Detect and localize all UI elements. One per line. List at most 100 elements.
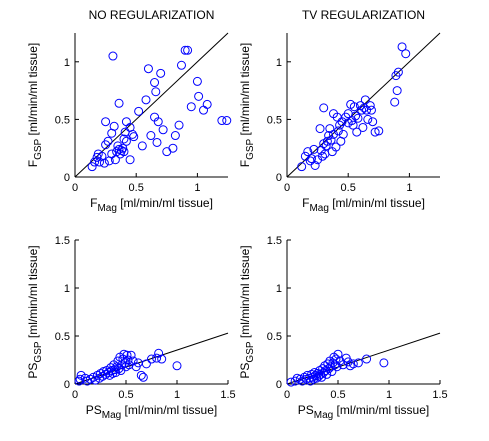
x-axis-label-sub: Mag: [102, 410, 121, 421]
data-point: [136, 370, 146, 380]
data-point: [310, 160, 320, 170]
y-axis-label-main: PS: [26, 363, 40, 379]
x-tick-label: 0.5: [341, 182, 356, 194]
x-tick-label: 1.5: [432, 389, 447, 401]
x-axis-label-sub: Mag: [97, 203, 116, 214]
data-point: [108, 51, 118, 61]
data-point: [363, 114, 373, 124]
x-axis-label-rest: [ml/min/ml tissue]: [121, 403, 217, 417]
data-point: [322, 136, 332, 146]
data-point: [103, 136, 113, 146]
data-point: [141, 95, 151, 105]
data-point: [151, 87, 161, 97]
y-tick-label: 1: [276, 283, 282, 295]
data-point: [349, 102, 359, 112]
data-point: [156, 68, 166, 78]
y-tick-label: 1.5: [267, 235, 282, 247]
y-axis-label-sub: GSP: [33, 138, 44, 159]
y-tick-label: 1: [276, 57, 282, 69]
data-point: [353, 358, 363, 368]
y-axis-label: PSGSP [ml/min/ml tissue]: [238, 245, 256, 378]
data-point: [348, 359, 358, 369]
data-point: [317, 151, 327, 161]
data-point: [90, 375, 100, 385]
y-axis-label-rest: [ml/min/ml tissue]: [26, 43, 40, 139]
data-point: [153, 117, 163, 127]
data-point: [101, 117, 111, 127]
x-tick-label: 1.5: [220, 389, 235, 401]
x-tick-label: 0.5: [129, 182, 144, 194]
data-point: [360, 95, 370, 105]
data-point: [319, 103, 329, 113]
x-tick-label: 1: [174, 389, 180, 401]
data-point: [147, 354, 156, 364]
x-tick-label: 0: [284, 389, 290, 401]
data-point: [305, 156, 315, 166]
data-point: [192, 76, 202, 86]
y-axis-label: FGSP [ml/min/ml tissue]: [26, 43, 44, 167]
data-point: [114, 98, 124, 108]
x-axis-label: FMag [ml/min/ml tissue]: [90, 196, 213, 214]
x-axis-label-sub: Mag: [314, 410, 333, 421]
data-point: [128, 129, 138, 139]
data-point: [123, 355, 133, 365]
data-point: [374, 126, 384, 136]
identity-line: [74, 32, 229, 178]
data-point: [143, 64, 153, 74]
data-point: [119, 147, 129, 157]
data-point: [333, 349, 343, 359]
y-tick-label: 0: [64, 379, 70, 391]
data-point: [309, 144, 319, 154]
data-point: [158, 125, 168, 135]
data-point: [129, 132, 139, 142]
data-point: [297, 162, 307, 172]
x-axis-label-rest: [ml/min/ml tissue]: [117, 196, 213, 210]
data-point: [368, 117, 378, 127]
y-tick-label: 0: [276, 379, 282, 391]
data-point: [157, 354, 167, 364]
data-point: [154, 348, 164, 358]
data-point: [338, 129, 348, 139]
x-axis-label: PSMag [ml/min/ml tissue]: [298, 403, 429, 421]
data-point: [295, 374, 305, 384]
x-tick-label: 1: [386, 389, 392, 401]
data-point: [137, 141, 147, 151]
data-point: [87, 162, 97, 172]
data-point: [121, 136, 131, 146]
y-tick-label: 1.5: [55, 235, 70, 247]
data-point: [150, 78, 160, 88]
data-point: [170, 131, 180, 141]
data-point: [401, 49, 411, 59]
y-tick-label: 0: [276, 172, 282, 184]
data-point: [326, 135, 336, 145]
x-tick-label: 1: [406, 182, 412, 194]
data-point: [300, 151, 310, 161]
x-axis-label-main: PS: [298, 403, 314, 417]
x-axis-label-main: F: [90, 196, 97, 210]
data-point: [393, 67, 403, 77]
y-tick-label: 0.5: [55, 331, 70, 343]
y-tick-label: 0.5: [267, 114, 282, 126]
data-point: [353, 113, 363, 123]
y-axis-label: FGSP [ml/min/ml tissue]: [238, 43, 256, 167]
x-tick-label: 0: [72, 182, 78, 194]
y-axis-label-sub: GSP: [245, 138, 256, 159]
data-point: [176, 60, 186, 70]
data-point: [109, 121, 119, 131]
x-axis-label-main: PS: [86, 403, 102, 417]
y-tick-label: 1: [64, 283, 70, 295]
data-point: [217, 116, 227, 126]
data-point: [125, 155, 135, 165]
data-point: [351, 111, 361, 121]
data-point: [306, 154, 316, 164]
data-point: [362, 354, 372, 364]
data-point: [348, 120, 358, 130]
data-point: [174, 120, 184, 130]
x-axis-label-sub: Mag: [309, 203, 328, 214]
x-axis-label-rest: [ml/min/ml tissue]: [333, 403, 429, 417]
data-point: [186, 102, 196, 112]
y-tick-label: 0.5: [267, 331, 282, 343]
x-tick-label: 0.5: [330, 389, 345, 401]
